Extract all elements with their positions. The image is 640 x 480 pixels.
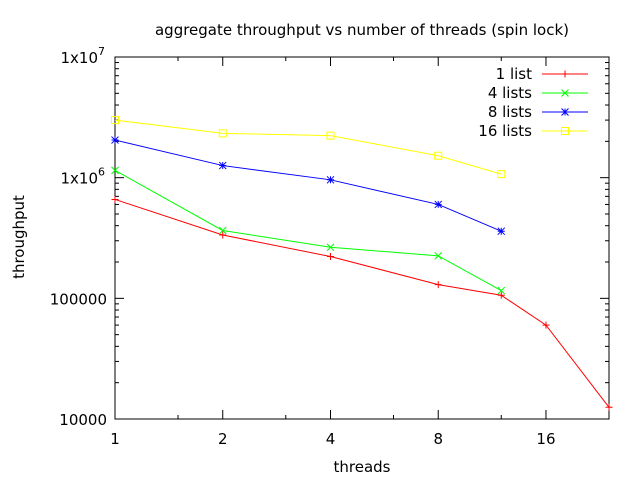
y-tick-label: 1x10 [60,170,98,188]
legend-marker [561,108,569,116]
data-point [218,161,227,170]
data-point [326,175,335,184]
y-axis-label: throughput [10,195,28,279]
data-point [497,286,506,295]
legend-marker [561,127,569,135]
series-1 [111,166,506,295]
data-point [326,253,334,261]
series-line [114,139,502,232]
chart-title: aggregate throughput vs number of thread… [155,21,569,39]
data-point [219,231,227,239]
data-point [111,136,119,144]
y-tick-label: 1x10 [60,49,98,67]
legend-label: 16 lists [478,122,532,140]
x-tick-label: 2 [218,430,228,448]
legend-label: 1 list [496,65,532,83]
x-tick-label: 16 [536,430,555,448]
data-point [434,251,443,260]
series-0 [111,195,613,411]
series-line [114,119,502,175]
data-point [497,170,506,179]
y-tick-exponent: 7 [98,45,105,58]
x-tick-label: 4 [326,430,336,448]
legend-label: 4 lists [488,84,532,102]
data-point [111,116,119,125]
legend-marker [561,70,569,78]
series-2 [111,136,506,236]
legend-label: 8 lists [488,103,532,121]
data-point [326,131,335,140]
y-tick-label: 100000 [50,290,107,308]
data-point [111,195,119,203]
legend-marker [561,89,569,97]
series-3 [111,116,506,179]
y-tick-label: 10000 [59,411,107,429]
series-line [114,169,502,291]
data-point [218,226,227,235]
series-layer [111,116,613,411]
y-tick-exponent: 6 [98,166,105,179]
data-point [434,151,443,160]
x-tick-label: 8 [433,430,443,448]
data-point [497,227,506,236]
data-point [434,200,443,209]
data-point [605,403,613,411]
data-point [497,291,505,299]
data-point [542,321,550,329]
x-tick-label: 1 [110,430,120,448]
data-point [111,166,119,175]
series-line [114,198,610,408]
x-axis-label: threads [334,458,391,476]
x-ticks: 1 2 4 8 16 [110,57,556,448]
plot-frame [114,56,610,420]
data-point [218,129,227,138]
data-point [434,281,442,289]
data-point [326,243,335,252]
